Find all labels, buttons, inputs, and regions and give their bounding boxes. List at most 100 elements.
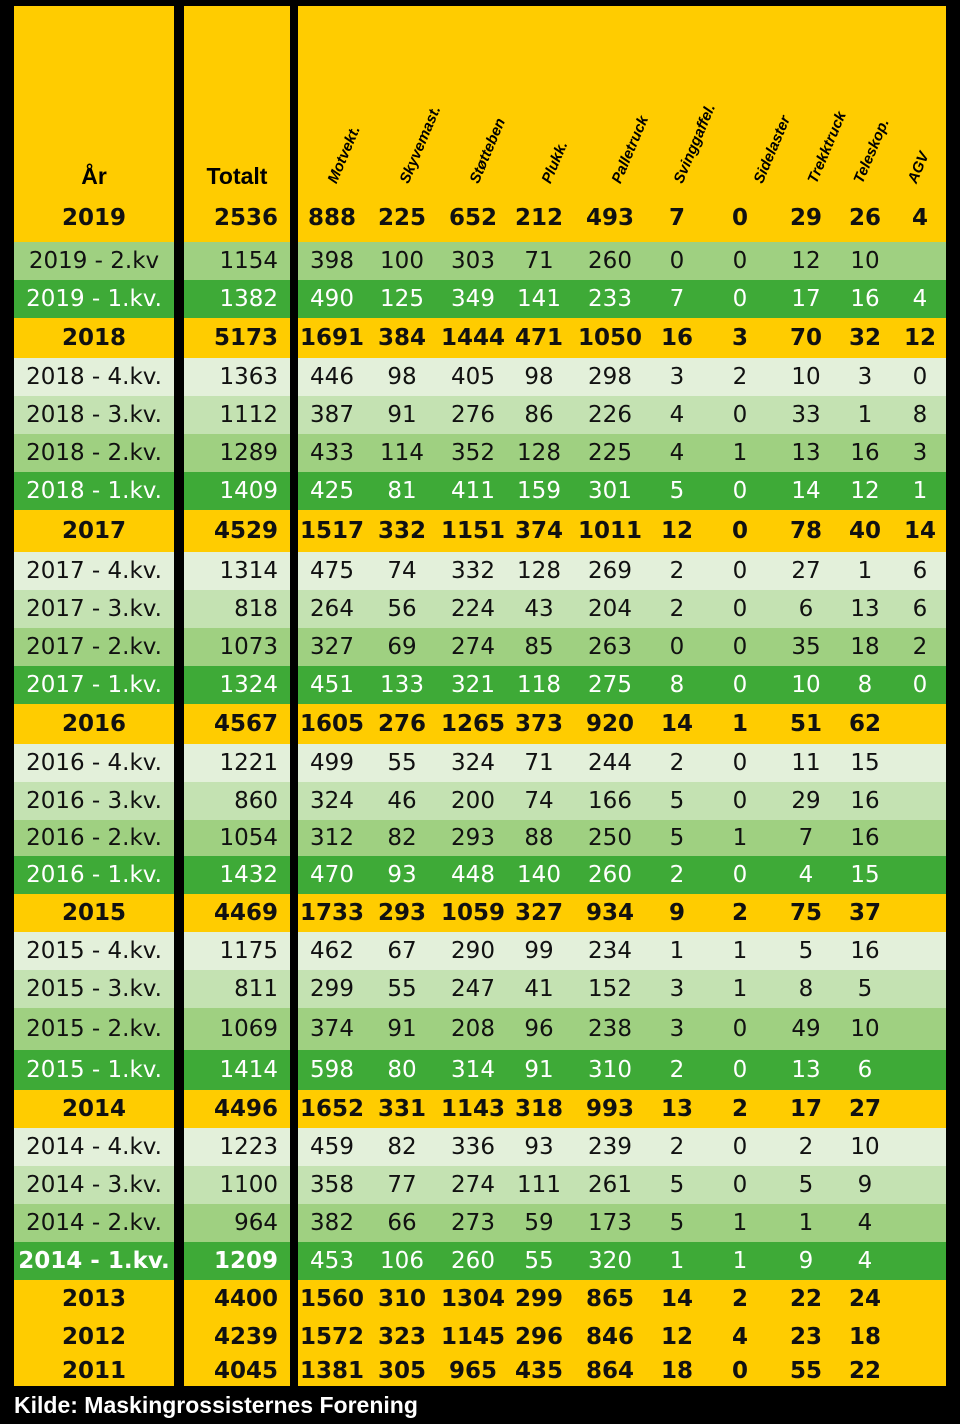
row-total: 1324	[219, 672, 278, 698]
cell-motvekt: 327	[310, 634, 354, 660]
row-total: 1409	[219, 478, 278, 504]
cell-støtteben: 1151	[440, 518, 505, 544]
cell-motvekt: 1381	[299, 1358, 364, 1384]
row-total: 1289	[219, 440, 278, 466]
cell-motvekt: 475	[310, 558, 354, 584]
cell-trekktruck: 5	[798, 938, 814, 964]
column-header-støtteben: Støtteben	[466, 115, 510, 186]
cell-trekktruck: 35	[791, 634, 821, 660]
cell-støtteben: 200	[451, 788, 495, 814]
row-total: 4529	[213, 518, 278, 544]
row-total: 811	[234, 976, 278, 1002]
cell-svinggaffel: 14	[660, 711, 693, 737]
row-total: 4469	[213, 900, 278, 926]
cell-plukk: 299	[514, 1286, 563, 1312]
year-total-row: 2015 4469 1733 293 1059 327 934 9 2 75 37	[14, 894, 946, 932]
row-total: 1054	[219, 825, 278, 851]
cell-skyvemast: 82	[387, 1134, 417, 1160]
cell-støtteben: 332	[451, 558, 495, 584]
cell-svinggaffel: 3	[669, 364, 685, 390]
cell-palletruck: 244	[588, 750, 632, 776]
quarter-row: 2016 - 4.kv. 1221 499 55 324 71 244 2 0 11 15	[14, 744, 946, 782]
cell-agv: 0	[912, 672, 928, 698]
cell-agv: 3	[912, 440, 928, 466]
cell-skyvemast: 66	[387, 1210, 417, 1236]
cell-sidelaster: 4	[731, 1324, 748, 1350]
cell-agv: 4	[912, 286, 928, 312]
cell-agv	[894, 1318, 946, 1356]
cell-trekktruck: 4	[798, 862, 814, 888]
cell-sidelaster: 1	[732, 825, 748, 851]
cell-palletruck: 298	[588, 364, 632, 390]
cell-palletruck: 234	[588, 938, 632, 964]
cell-svinggaffel: 8	[669, 672, 685, 698]
cell-plukk: 212	[514, 205, 563, 231]
cell-trekktruck: 10	[791, 364, 821, 390]
row-label: 2014 - 4.kv.	[26, 1134, 162, 1160]
cell-motvekt: 1733	[299, 900, 364, 926]
cell-palletruck: 269	[588, 558, 632, 584]
cell-støtteben: 405	[451, 364, 495, 390]
cell-motvekt: 358	[310, 1172, 354, 1198]
cell-støtteben: 321	[451, 672, 495, 698]
row-label: 2017 - 3.kv.	[26, 596, 162, 622]
row-total: 1432	[219, 862, 278, 888]
row-total: 5173	[213, 325, 278, 351]
row-label: 2016 - 4.kv.	[26, 750, 162, 776]
cell-motvekt: 462	[310, 938, 354, 964]
cell-palletruck: 1011	[577, 518, 642, 544]
cell-svinggaffel: 1	[669, 938, 685, 964]
cell-sidelaster: 0	[732, 558, 748, 584]
column-header-sidelaster: Sidelaster	[750, 113, 795, 186]
cell-plukk: 41	[524, 976, 554, 1002]
cell-skyvemast: 323	[377, 1324, 426, 1350]
cell-trekktruck: 29	[789, 205, 822, 231]
cell-plukk: 128	[517, 558, 561, 584]
cell-skyvemast: 93	[387, 862, 417, 888]
year-total-row: 2012 4239 1572 323 1145 296 846 12 4 23 18	[14, 1318, 946, 1356]
row-total: 4400	[213, 1286, 278, 1312]
data-table: År Totalt Motvekt. Skyvemast. Støtteben Plukk…	[14, 6, 946, 1386]
row-label: 2019 - 1.kv.	[26, 286, 162, 312]
cell-agv	[894, 744, 946, 782]
cell-plukk: 74	[524, 788, 554, 814]
cell-motvekt: 470	[310, 862, 354, 888]
cell-motvekt: 1652	[299, 1096, 364, 1122]
header-total-label: Totalt	[206, 163, 268, 189]
cell-teleskop: 18	[850, 634, 880, 660]
cell-sidelaster: 0	[732, 750, 748, 776]
cell-plukk: 43	[524, 596, 554, 622]
cell-teleskop: 12	[850, 478, 880, 504]
cell-skyvemast: 305	[377, 1358, 426, 1384]
year-total-row: 2017 4529 1517 332 1151 374 1011 12 0 78 40 14	[14, 510, 946, 552]
cell-støtteben: 293	[451, 825, 495, 851]
cell-støtteben: 274	[451, 1172, 495, 1198]
cell-svinggaffel: 2	[669, 1134, 685, 1160]
quarter-row: 2017 - 1.kv. 1324 451 133 321 118 275 8 0 10 8 0	[14, 666, 946, 704]
cell-plukk: 128	[517, 440, 561, 466]
quarter-row: 2016 - 2.kv. 1054 312 82 293 88 250 5 1 7 16	[14, 820, 946, 856]
cell-svinggaffel: 5	[669, 788, 685, 814]
cell-skyvemast: 81	[387, 478, 417, 504]
cell-svinggaffel: 5	[669, 478, 685, 504]
cell-teleskop: 10	[850, 1134, 880, 1160]
cell-støtteben: 314	[451, 1057, 495, 1083]
quarter-row: 2015 - 3.kv. 811 299 55 247 41 152 3 1 8 5	[14, 970, 946, 1008]
year-total-row: 2011 4045 1381 305 965 435 864 18 0 55 22	[14, 1356, 946, 1386]
cell-motvekt: 374	[310, 1016, 354, 1042]
cell-sidelaster: 0	[732, 286, 748, 312]
cell-teleskop: 10	[850, 248, 880, 274]
header-columns-cell: Motvekt. Skyvemast. Støtteben Plukk. Palletr…	[298, 6, 946, 194]
cell-teleskop: 1	[857, 402, 873, 428]
row-total: 818	[234, 596, 278, 622]
cell-svinggaffel: 2	[669, 558, 685, 584]
cell-teleskop: 16	[850, 286, 880, 312]
row-label: 2013	[61, 1286, 126, 1312]
row-label: 2016 - 2.kv.	[26, 825, 162, 851]
cell-trekktruck: 6	[798, 596, 814, 622]
cell-svinggaffel: 13	[660, 1096, 693, 1122]
cell-palletruck: 250	[588, 825, 632, 851]
cell-skyvemast: 91	[387, 1016, 417, 1042]
cell-agv	[894, 894, 946, 932]
row-label: 2014 - 3.kv.	[26, 1172, 162, 1198]
